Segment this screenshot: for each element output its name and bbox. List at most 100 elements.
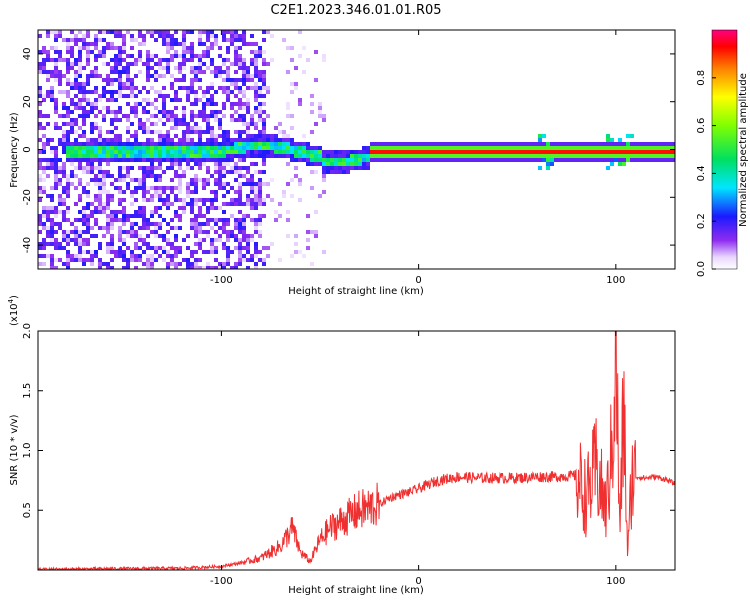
heatmap-cell (578, 158, 582, 162)
heatmap-cell (162, 150, 166, 154)
heatmap-cell (82, 142, 86, 146)
heatmap-cell (258, 198, 262, 202)
heatmap-cell (246, 146, 250, 150)
heatmap-cell (214, 74, 218, 78)
heatmap-cell (170, 54, 174, 58)
heatmap-cell (182, 174, 186, 178)
heatmap-cell (270, 138, 274, 142)
heatmap-cell (198, 178, 202, 182)
heatmap-cell (146, 90, 150, 94)
heatmap-cell (230, 114, 234, 118)
heatmap-cell (346, 150, 350, 154)
heatmap-cell (630, 150, 634, 154)
heatmap-cell (202, 214, 206, 218)
heatmap-cell (182, 154, 186, 158)
heatmap-cell (218, 74, 222, 78)
heatmap-cell (62, 234, 66, 238)
heatmap-cell (178, 142, 182, 146)
heatmap-cell (454, 154, 458, 158)
heatmap-cell (62, 38, 66, 42)
heatmap-cell (522, 146, 526, 150)
heatmap-cell (142, 142, 146, 146)
heatmap-cell (578, 150, 582, 154)
heatmap-cell (94, 66, 98, 70)
heatmap-cell (258, 90, 262, 94)
heatmap-cell (258, 118, 262, 122)
heatmap-cell (222, 106, 226, 110)
heatmap-cell (246, 266, 250, 269)
heatmap-cell (366, 162, 370, 166)
heatmap-cell (98, 162, 102, 166)
heatmap-cell (454, 142, 458, 146)
heatmap-cell (90, 150, 94, 154)
heatmap-cell (82, 238, 86, 242)
heatmap-cell (202, 118, 206, 122)
heatmap-cell (190, 206, 194, 210)
heatmap-cell (86, 74, 90, 78)
heatmap-cell (106, 46, 110, 50)
heatmap-cell (110, 110, 114, 114)
heatmap-cell (50, 222, 54, 226)
heatmap-cell (422, 142, 426, 146)
heatmap-cell (142, 122, 146, 126)
heatmap-cell (498, 146, 502, 150)
heatmap-cell (142, 146, 146, 150)
heatmap-cell (242, 234, 246, 238)
heatmap-cell (218, 122, 222, 126)
heatmap-cell (262, 146, 266, 150)
heatmap-cell (610, 138, 614, 142)
heatmap-cell (82, 118, 86, 122)
heatmap-cell (486, 146, 490, 150)
heatmap-cell (422, 154, 426, 158)
heatmap-cell (622, 158, 626, 162)
heatmap-cell (134, 146, 138, 150)
heatmap-cell (154, 186, 158, 190)
heatmap-cell (146, 166, 150, 170)
heatmap-cell (106, 90, 110, 94)
heatmap-cell (62, 210, 66, 214)
heatmap-cell (142, 226, 146, 230)
heatmap-cell (626, 134, 630, 138)
heatmap-cell (42, 58, 46, 62)
heatmap-cell (186, 94, 190, 98)
heatmap-cell (238, 138, 242, 142)
heatmap-cell (162, 218, 166, 222)
heatmap-cell (354, 158, 358, 162)
heatmap-cell (226, 94, 230, 98)
heatmap-cell (654, 158, 658, 162)
heatmap-cell (82, 230, 86, 234)
heatmap-cell (142, 194, 146, 198)
heatmap-cell (146, 226, 150, 230)
heatmap-cell (174, 214, 178, 218)
heatmap-cell (218, 154, 222, 158)
heatmap-cell (350, 162, 354, 166)
heatmap-cell (242, 38, 246, 42)
heatmap-cell (150, 74, 154, 78)
heatmap-cell (278, 214, 282, 218)
heatmap-cell (334, 158, 338, 162)
heatmap-cell (174, 106, 178, 110)
heatmap-cell (210, 98, 214, 102)
heatmap-cell (186, 90, 190, 94)
heatmap-cell (102, 118, 106, 122)
heatmap-cell (226, 38, 230, 42)
heatmap-cell (474, 154, 478, 158)
heatmap-cell (226, 78, 230, 82)
heatmap-cell (238, 134, 242, 138)
heatmap-cell (158, 142, 162, 146)
heatmap-cell (158, 94, 162, 98)
heatmap-cell (102, 62, 106, 66)
heatmap-cell (142, 238, 146, 242)
heatmap-cell (70, 110, 74, 114)
heatmap-cell (434, 150, 438, 154)
heatmap-cell (550, 162, 554, 166)
heatmap-cell (458, 158, 462, 162)
heatmap-cell (222, 242, 226, 246)
heatmap-cell (182, 46, 186, 50)
heatmap-cell (38, 150, 42, 154)
heatmap-cell (70, 162, 74, 166)
heatmap-cell (634, 154, 638, 158)
heatmap-cell (618, 150, 622, 154)
heatmap-cell (174, 226, 178, 230)
heatmap-cell (450, 150, 454, 154)
